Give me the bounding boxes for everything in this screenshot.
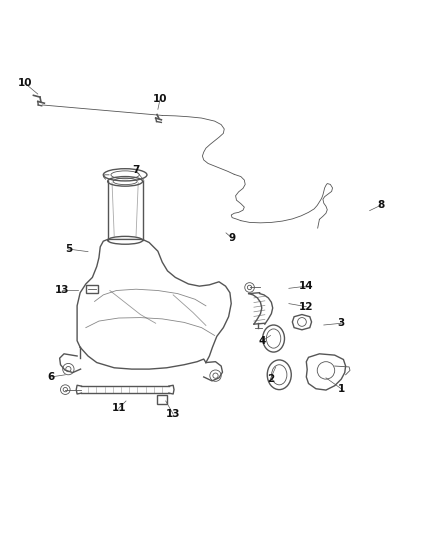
Text: 8: 8: [377, 200, 384, 211]
Text: 7: 7: [132, 165, 140, 175]
Text: 1: 1: [338, 384, 345, 394]
Text: 10: 10: [18, 78, 32, 88]
Text: 2: 2: [267, 374, 274, 384]
Text: 9: 9: [229, 233, 236, 243]
Text: 5: 5: [65, 244, 72, 254]
Text: 11: 11: [111, 403, 126, 414]
Text: 10: 10: [153, 94, 167, 104]
Text: 13: 13: [166, 409, 180, 419]
Text: 12: 12: [299, 302, 314, 312]
Text: 6: 6: [47, 372, 54, 382]
Text: 13: 13: [55, 285, 69, 295]
Text: 3: 3: [338, 318, 345, 328]
Text: 14: 14: [299, 281, 314, 291]
Text: 4: 4: [259, 336, 266, 346]
